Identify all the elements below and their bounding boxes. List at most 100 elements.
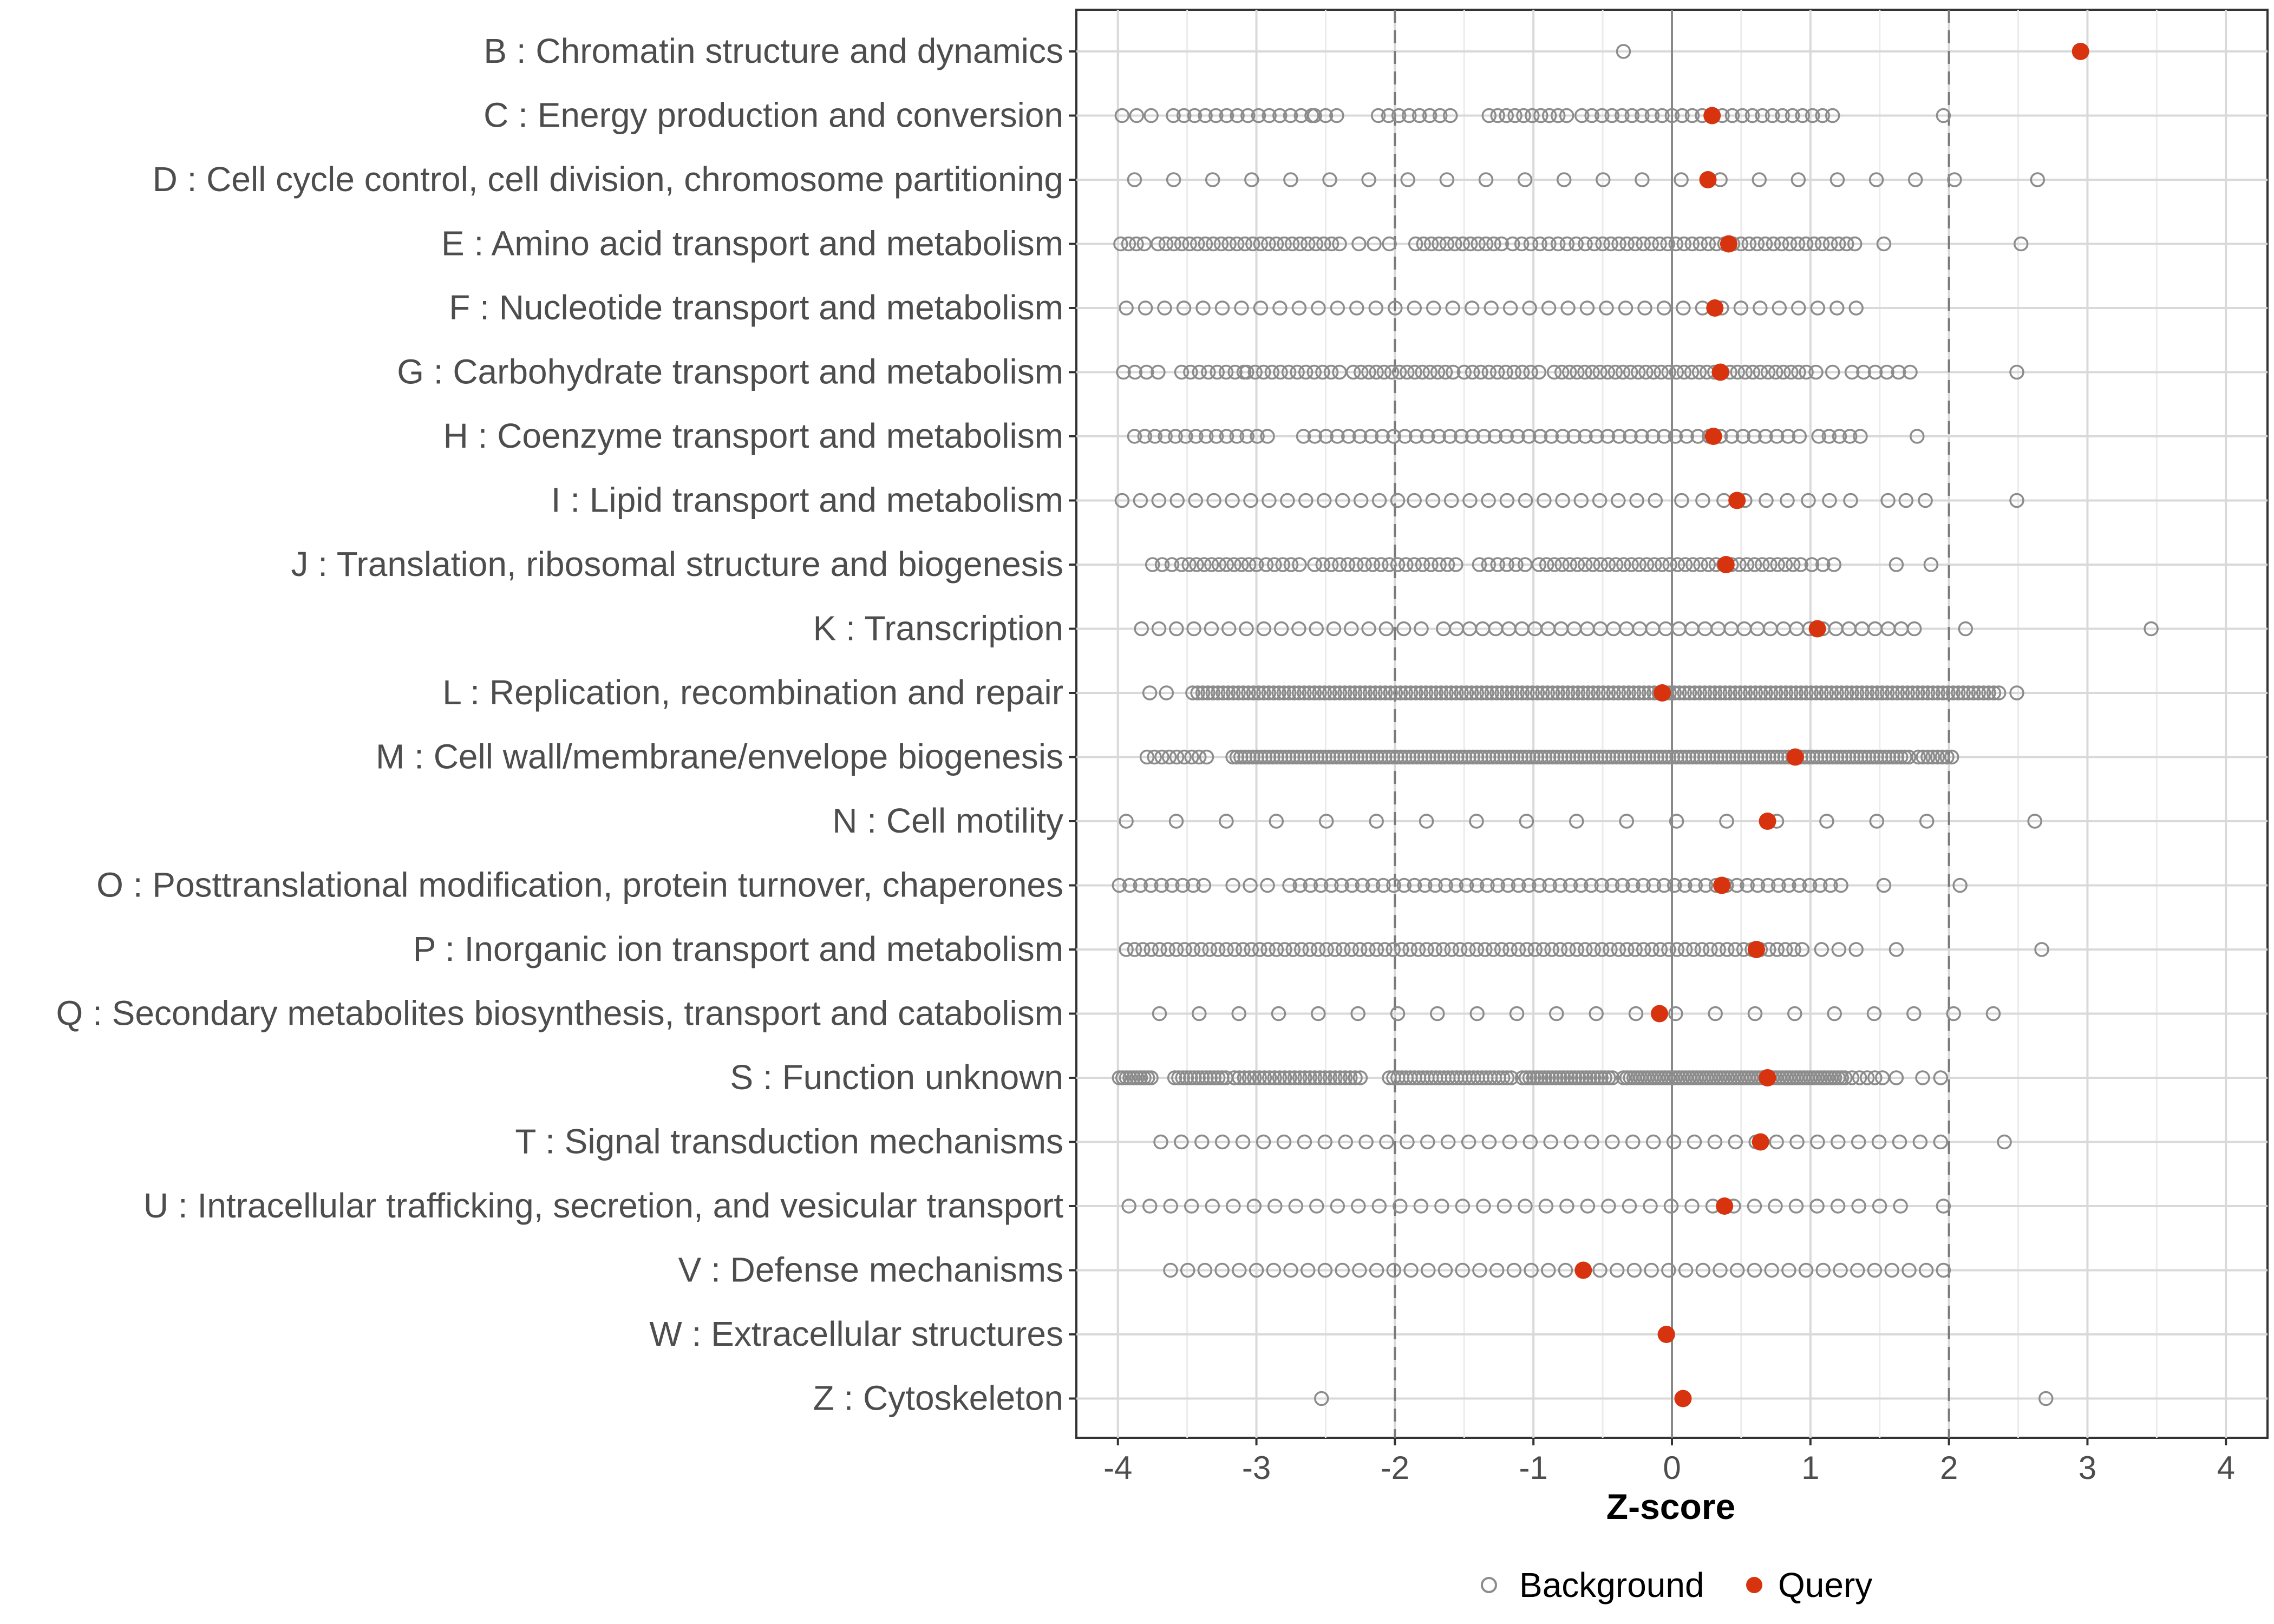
background-point-q bbox=[1509, 1006, 1525, 1021]
background-point-t bbox=[1235, 1134, 1251, 1150]
background-point-f bbox=[1579, 300, 1595, 316]
background-point-v bbox=[1678, 1262, 1694, 1278]
background-point-o bbox=[1552, 878, 1568, 893]
background-point-t bbox=[1358, 1134, 1374, 1150]
background-point-m bbox=[1489, 749, 1505, 765]
background-point-m bbox=[1233, 749, 1249, 765]
background-point-p bbox=[1728, 942, 1743, 957]
background-point-l bbox=[1976, 685, 1991, 700]
background-point-l bbox=[2009, 685, 2024, 700]
background-point-p bbox=[1814, 942, 1829, 957]
background-point-m bbox=[1585, 749, 1600, 765]
background-point-p bbox=[1202, 942, 1217, 957]
background-point-e bbox=[1644, 236, 1659, 252]
background-point-m bbox=[1657, 749, 1672, 765]
background-point-l bbox=[1956, 685, 1971, 700]
background-point-e bbox=[1619, 236, 1635, 252]
background-point-o bbox=[1143, 878, 1159, 893]
background-point-v bbox=[1386, 1262, 1402, 1278]
background-point-h bbox=[1352, 429, 1368, 444]
background-point-t bbox=[1276, 1134, 1292, 1150]
background-point-m bbox=[1453, 749, 1468, 765]
background-point-p bbox=[1377, 942, 1393, 957]
background-point-p bbox=[1889, 942, 1904, 957]
background-point-j bbox=[1390, 557, 1406, 572]
query-points bbox=[1574, 43, 2089, 1407]
background-point-f bbox=[1599, 300, 1614, 316]
background-point-l bbox=[1550, 685, 1565, 700]
background-point-m bbox=[1745, 749, 1761, 765]
background-point-s bbox=[1556, 1070, 1571, 1085]
background-point-i bbox=[1918, 493, 1933, 508]
background-point-l bbox=[1910, 685, 1925, 700]
background-point-c bbox=[1251, 108, 1266, 123]
background-point-e bbox=[1351, 236, 1367, 252]
background-point-s bbox=[1560, 1070, 1575, 1085]
background-point-g bbox=[1879, 364, 1894, 380]
background-point-l bbox=[1159, 685, 1174, 700]
background-point-g bbox=[1298, 364, 1314, 380]
background-point-m bbox=[1521, 749, 1537, 765]
legend-background-label: Background bbox=[1519, 1566, 1704, 1605]
background-point-o bbox=[1604, 878, 1620, 893]
background-point-u bbox=[1246, 1199, 1262, 1214]
background-point-i bbox=[1611, 493, 1626, 508]
background-point-p bbox=[1127, 942, 1142, 957]
background-point-m bbox=[1729, 749, 1744, 765]
background-point-m bbox=[1725, 749, 1741, 765]
background-point-c bbox=[1432, 108, 1448, 123]
background-point-c bbox=[1825, 108, 1840, 123]
background-point-g bbox=[1570, 364, 1585, 380]
background-point-m bbox=[1717, 749, 1733, 765]
background-point-v bbox=[1300, 1262, 1316, 1278]
legend-query-label: Query bbox=[1778, 1566, 1872, 1605]
background-point-m bbox=[1877, 749, 1892, 765]
background-point-f bbox=[1388, 300, 1403, 316]
background-point-j bbox=[1307, 557, 1322, 572]
background-point-i bbox=[1243, 493, 1258, 508]
background-point-l bbox=[1626, 685, 1642, 700]
background-point-m bbox=[1257, 749, 1272, 765]
background-point-m bbox=[1421, 749, 1436, 765]
background-point-m bbox=[1865, 749, 1880, 765]
background-point-g bbox=[1554, 364, 1570, 380]
background-point-s bbox=[1317, 1070, 1332, 1085]
background-point-l bbox=[1246, 685, 1261, 700]
background-point-l bbox=[1961, 685, 1976, 700]
background-point-p bbox=[1831, 942, 1847, 957]
background-point-u bbox=[1205, 1199, 1220, 1214]
background-point-l bbox=[1803, 685, 1819, 700]
background-point-f bbox=[1810, 300, 1826, 316]
category-label-h: H : Coenzyme transport and metabolism bbox=[443, 416, 1063, 455]
category-label-e: E : Amino acid transport and metabolism bbox=[441, 224, 1063, 263]
background-point-s bbox=[1282, 1070, 1297, 1085]
background-point-o bbox=[1313, 878, 1329, 893]
background-point-e bbox=[1676, 236, 1692, 252]
background-point-i bbox=[1425, 493, 1441, 508]
background-point-j bbox=[1399, 557, 1414, 572]
background-point-t bbox=[1338, 1134, 1353, 1150]
background-point-p bbox=[2034, 942, 2049, 957]
background-point-p bbox=[1603, 942, 1618, 957]
background-point-j bbox=[1340, 557, 1356, 572]
background-point-e bbox=[1494, 236, 1510, 252]
background-point-f bbox=[1676, 300, 1691, 316]
background-point-l bbox=[1783, 685, 1799, 700]
background-point-s bbox=[1277, 1070, 1292, 1085]
category-label-c: C : Energy production and conversion bbox=[483, 96, 1063, 135]
background-point-m bbox=[1369, 749, 1384, 765]
background-point-s bbox=[1499, 1070, 1515, 1085]
background-point-f bbox=[1234, 300, 1249, 316]
background-point-n bbox=[1819, 814, 1834, 829]
background-point-s bbox=[1537, 1070, 1553, 1085]
background-point-l bbox=[1839, 685, 1854, 700]
background-point-l bbox=[1849, 685, 1865, 700]
background-point-h bbox=[1832, 429, 1847, 444]
background-point-v bbox=[1901, 1262, 1917, 1278]
background-point-v bbox=[1317, 1262, 1333, 1278]
background-point-u bbox=[1226, 1199, 1241, 1214]
background-point-d bbox=[1244, 172, 1259, 187]
background-point-l bbox=[1748, 685, 1763, 700]
background-point-m bbox=[1633, 749, 1649, 765]
background-point-g bbox=[1227, 364, 1243, 380]
